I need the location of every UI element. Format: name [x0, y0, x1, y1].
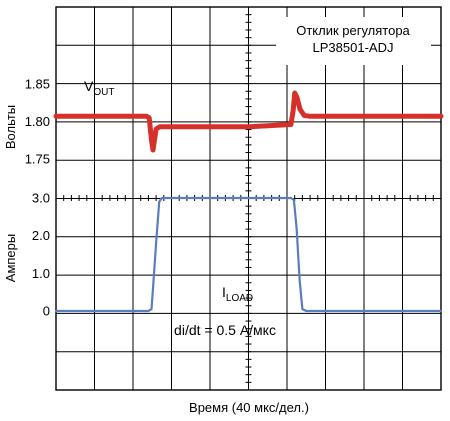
series-label-iload-main: I	[222, 284, 226, 300]
y-axis-title-amps: Амперы	[3, 234, 18, 282]
legend-box: Отклик регулятора LP38501-ADJ	[276, 17, 431, 65]
traces	[53, 90, 444, 313]
x-axis-title: Время (40 мкс/дел.)	[189, 400, 309, 415]
series-label-vout: VOUT	[84, 78, 114, 98]
y-tick-label: 1.0	[32, 266, 50, 281]
series-label-vout-main: V	[84, 78, 94, 94]
trace-vout	[53, 90, 444, 153]
series-label-iload: ILOAD	[222, 284, 253, 304]
legend-line-1: Отклик регулятора	[296, 23, 410, 38]
y-tick-label: 3.0	[32, 191, 50, 206]
y-axis-title-volts: Вольты	[3, 105, 18, 149]
series-label-vout-sub: OUT	[93, 87, 114, 98]
y-tick-label: 1.80	[25, 114, 50, 129]
y-tick-label: 1.85	[25, 77, 50, 92]
legend-line-2: LP38501-ADJ	[313, 40, 394, 55]
legend-box-frame	[276, 17, 431, 65]
y-tick-label: 0	[43, 304, 50, 319]
y-tick-label: 2.0	[32, 228, 50, 243]
didt-annotation: di/dt = 0.5 А/мкс	[174, 322, 276, 338]
trace-iload	[54, 196, 443, 313]
y-tick-labels: 1.85 1.80 1.75 3.0 2.0 1.0 0	[25, 77, 50, 319]
y-tick-label: 1.75	[25, 152, 50, 167]
series-label-iload-sub: LOAD	[226, 293, 253, 304]
